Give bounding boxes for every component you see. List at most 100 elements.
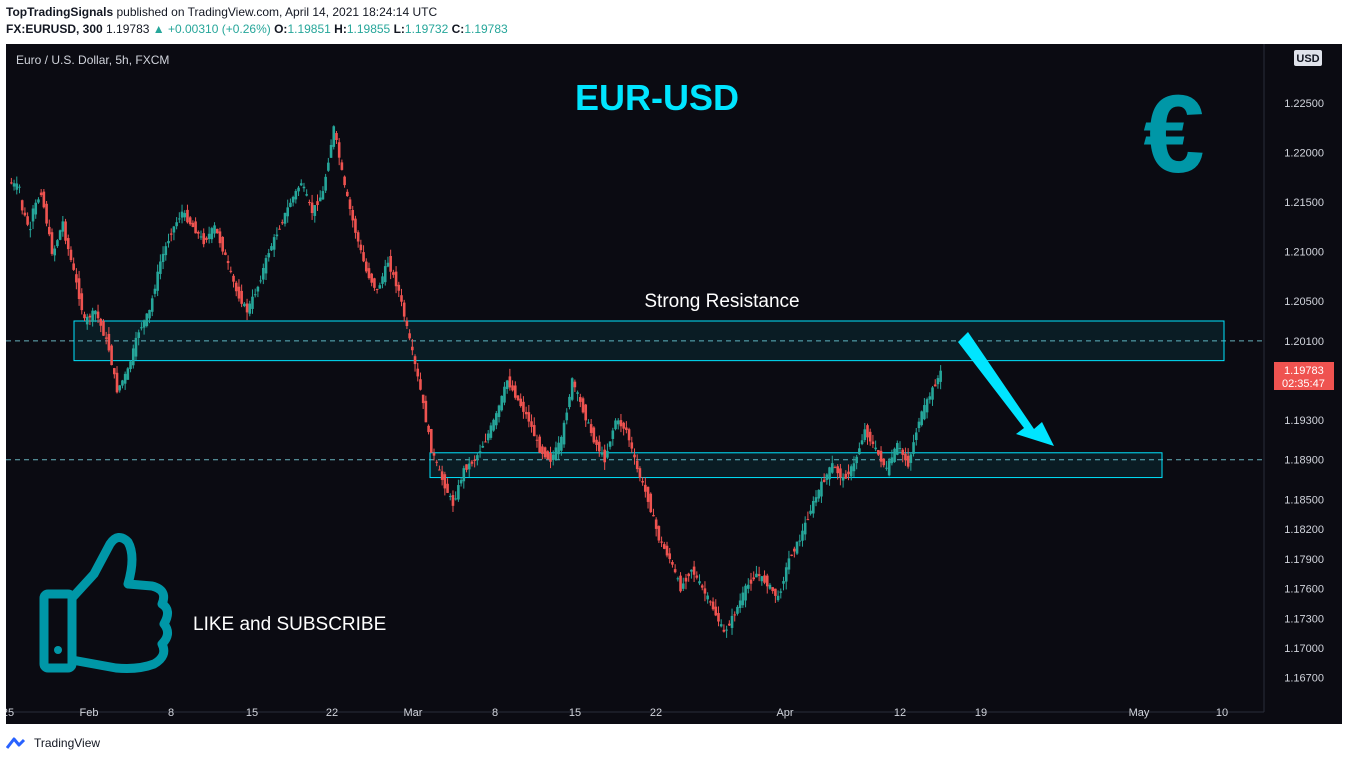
candle-body — [481, 445, 485, 448]
candle-body — [118, 385, 122, 391]
candle-body — [232, 275, 235, 282]
x-tick-label: 15 — [246, 707, 258, 719]
candle-body — [20, 200, 24, 211]
candle-body — [270, 246, 273, 251]
candle-body — [294, 191, 298, 200]
candle-body — [806, 519, 810, 521]
candle-body — [121, 380, 124, 386]
resistance-zone — [73, 320, 1225, 362]
candle-body — [346, 191, 349, 197]
candle-body — [467, 463, 471, 470]
candle-body — [191, 222, 195, 228]
candle-body — [308, 202, 311, 204]
publisher-name[interactable]: TopTradingSignals — [6, 5, 114, 19]
published-text: published on TradingView.com, April 14, … — [116, 5, 438, 19]
candle-body — [589, 424, 593, 433]
candle-body — [69, 249, 73, 261]
candle-body — [635, 460, 639, 470]
zones-layer — [6, 320, 1264, 479]
candle-body — [313, 205, 317, 216]
candle-body — [348, 199, 352, 210]
candle-body — [278, 228, 281, 230]
current-price-value: 1.19783 — [1284, 365, 1324, 377]
candle-body — [248, 303, 252, 314]
candle-body — [524, 411, 528, 415]
candle-body — [757, 574, 761, 576]
candle-body — [367, 268, 371, 279]
candle-body — [801, 530, 804, 541]
footer-brand[interactable]: TradingView — [34, 736, 101, 750]
candle-body — [327, 162, 330, 171]
candle-body — [573, 381, 577, 388]
candle-body — [541, 446, 544, 454]
candle-body — [855, 456, 858, 464]
low-label: L: — [393, 22, 405, 36]
candle-body — [416, 368, 420, 377]
pair-title: EUR-USD — [575, 77, 739, 118]
candle-body — [245, 303, 249, 313]
candle-body — [470, 461, 474, 464]
candle-body — [549, 453, 552, 462]
currency-badge[interactable]: USD — [1294, 50, 1322, 66]
candle-body — [473, 459, 476, 461]
candle-body — [178, 218, 181, 220]
candle-body — [343, 176, 346, 186]
candle-body — [497, 405, 501, 418]
x-tick-label: 19 — [975, 707, 987, 719]
chart-area[interactable]: Euro / U.S. Dollar, 5h, FXCM 1.22500 1.22… — [2, 44, 1342, 724]
candle-body — [75, 274, 78, 283]
candle-body — [50, 232, 54, 254]
candle-body — [700, 585, 704, 588]
currency-badge-label: USD — [1296, 53, 1319, 65]
candle-body — [836, 466, 839, 474]
x-tick-label: 12 — [894, 707, 906, 719]
candle-body — [310, 202, 314, 214]
tradingview-logo-icon[interactable] — [6, 736, 30, 750]
candle-body — [275, 234, 279, 237]
open-value: 1.19851 — [287, 22, 331, 36]
candlestick-chart[interactable]: Euro / U.S. Dollar, 5h, FXCM 1.225001.22… — [2, 44, 1342, 724]
y-tick-label: 1.17900 — [1284, 554, 1324, 566]
candle-body — [400, 295, 403, 302]
candle-body — [692, 566, 696, 575]
candle-body — [887, 460, 891, 476]
down-arrow-icon — [958, 332, 1054, 446]
candle-body — [451, 495, 455, 506]
candle-body — [96, 311, 100, 319]
x-tick-label: 22 — [650, 707, 662, 719]
candle-body — [830, 463, 834, 473]
candle-body — [733, 614, 737, 616]
candle-body — [207, 233, 211, 239]
candle-body — [931, 387, 934, 400]
candle-body — [755, 573, 758, 578]
candle-body — [465, 464, 468, 470]
candle-body — [503, 386, 506, 403]
candle-body — [262, 267, 265, 280]
candle-body — [169, 233, 173, 235]
y-axis[interactable]: 1.22500 1.22000 1.21500 1.21000 1.20500 1.201… — [1284, 98, 1324, 685]
candle-body — [644, 484, 647, 492]
candle-body — [66, 238, 70, 250]
candle-body — [102, 321, 105, 336]
candle-body — [771, 587, 774, 592]
candle-body — [302, 186, 306, 189]
candle-body — [592, 427, 596, 443]
candle-body — [736, 606, 739, 614]
candle-body — [535, 439, 539, 441]
candle-body — [443, 474, 447, 489]
candle-body — [362, 252, 365, 262]
candle-body — [584, 404, 588, 421]
candle-body — [213, 225, 216, 234]
thumb-dot — [54, 646, 62, 654]
x-axis[interactable]: 25 Feb 8 15 22 Mar 8 15 22 Apr 12 19 May 10 — [2, 707, 1228, 719]
candle-body — [113, 368, 116, 375]
candle-body — [844, 473, 848, 479]
x-tick-label: Feb — [80, 707, 99, 719]
candle-body — [687, 573, 690, 577]
candle-body — [722, 629, 726, 632]
candle-body — [370, 273, 373, 283]
candle-body — [129, 361, 132, 370]
candle-body — [180, 211, 184, 218]
candle-body — [532, 425, 536, 437]
candle-body — [142, 320, 146, 328]
